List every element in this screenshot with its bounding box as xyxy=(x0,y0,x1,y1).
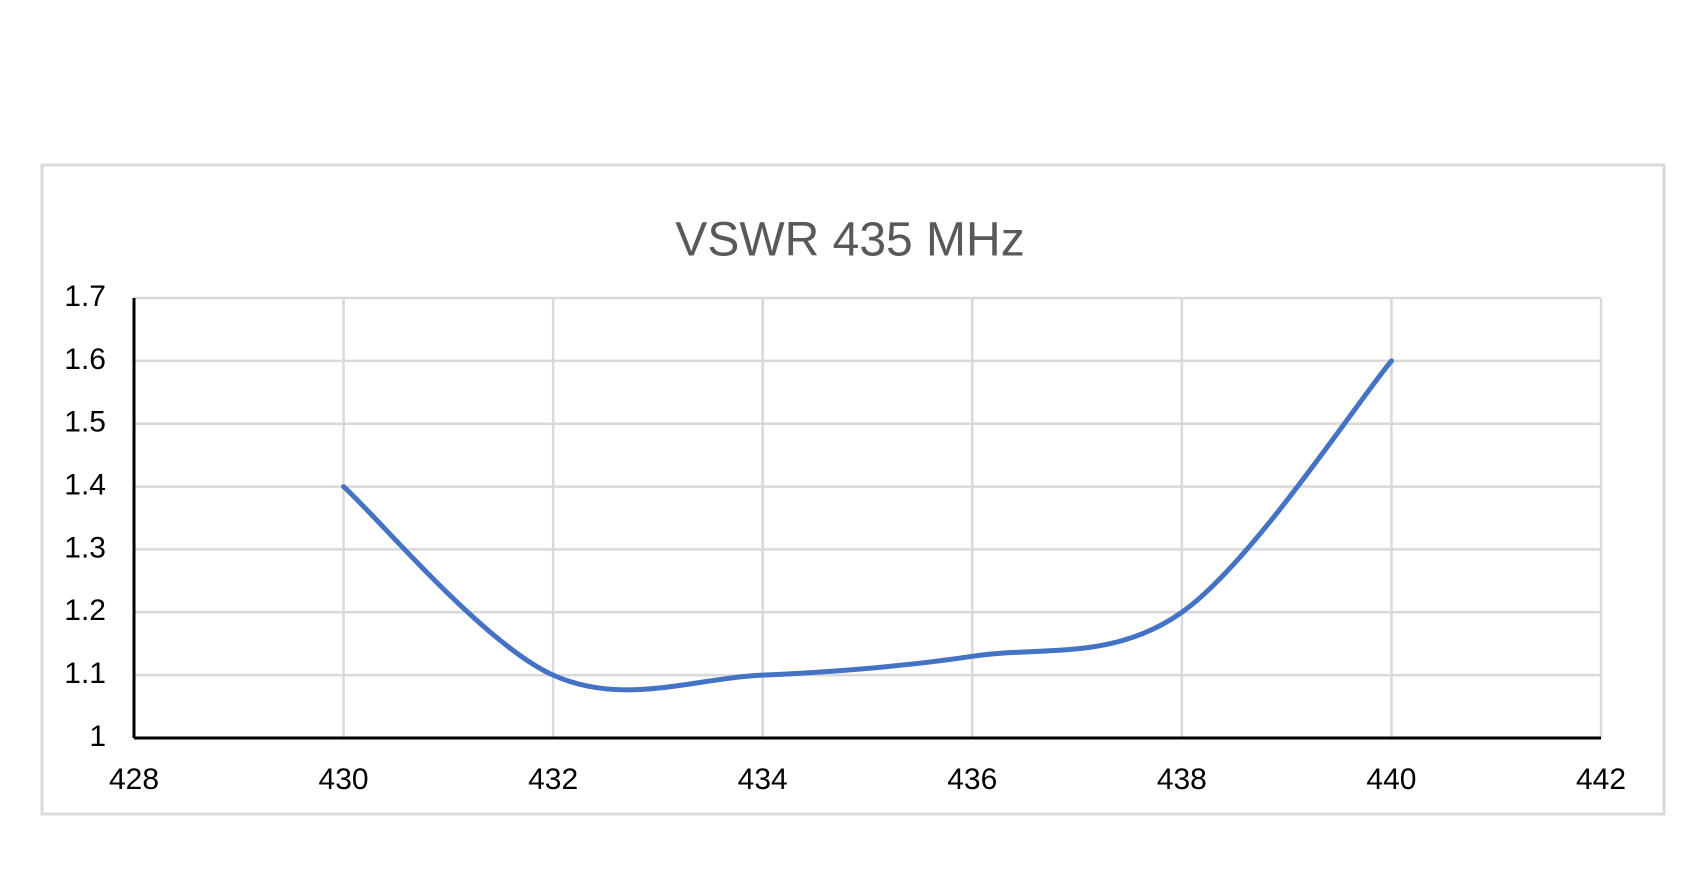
y-tick-label: 1.1 xyxy=(64,657,106,690)
x-tick-label: 434 xyxy=(738,763,788,796)
x-tick-label: 440 xyxy=(1366,763,1416,796)
x-tick-label: 442 xyxy=(1576,763,1626,796)
y-tick-label: 1.3 xyxy=(64,531,106,564)
data-line xyxy=(341,358,1394,693)
chart-title: VSWR 435 MHz xyxy=(675,214,1024,267)
chart-frame xyxy=(40,163,1666,816)
x-tick-label: 432 xyxy=(528,763,578,796)
x-tick-label: 438 xyxy=(1157,763,1207,796)
y-tick-label: 1.4 xyxy=(64,468,106,501)
x-tick-label: 430 xyxy=(319,763,369,796)
y-tick-label: 1.7 xyxy=(64,280,106,313)
x-tick-label: 436 xyxy=(947,763,997,796)
y-tick-label: 1.5 xyxy=(64,406,106,439)
y-tick-label: 1.6 xyxy=(64,343,106,376)
y-tick-label: 1.2 xyxy=(64,594,106,627)
y-tick-label: 1 xyxy=(89,720,106,753)
x-tick-label: 428 xyxy=(109,763,159,796)
